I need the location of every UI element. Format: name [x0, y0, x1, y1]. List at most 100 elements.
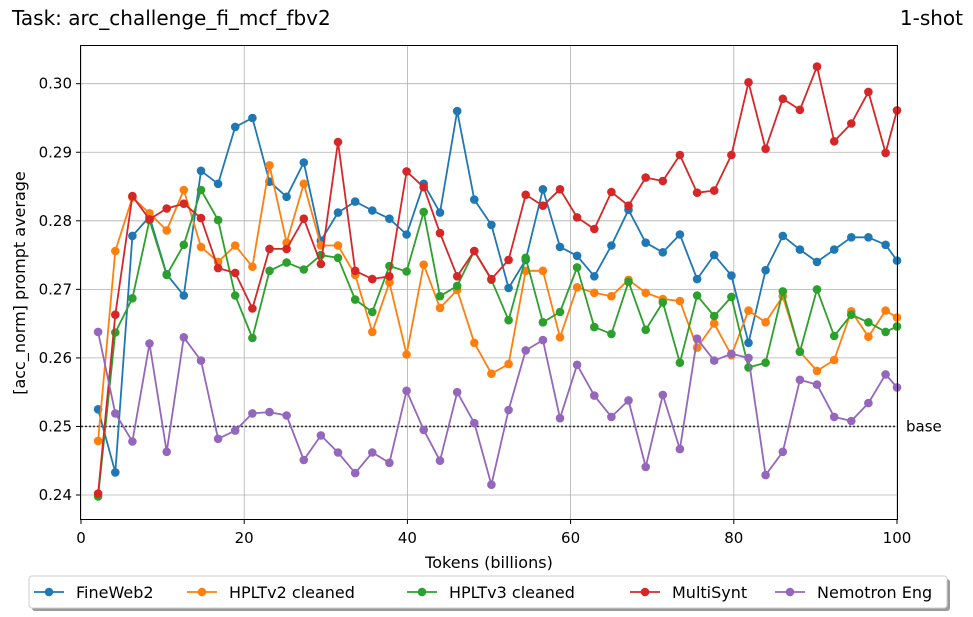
data-point: [881, 327, 890, 337]
data-point: [847, 416, 856, 426]
data-point: [402, 267, 411, 276]
data-point: [504, 255, 513, 265]
legend-label: MultiSynt: [672, 583, 747, 602]
data-point: [692, 274, 702, 284]
data-point: [282, 411, 291, 420]
data-point: [282, 192, 291, 202]
data-point: [829, 331, 839, 341]
data-point: [864, 87, 873, 97]
data-point: [641, 238, 650, 247]
data-point: [128, 437, 137, 446]
data-point: [230, 291, 240, 300]
data-point: [881, 370, 890, 379]
y-tick-label: 0.27: [39, 280, 72, 298]
series-line: [97, 164, 898, 441]
data-point: [316, 431, 326, 440]
data-point: [265, 161, 274, 170]
data-point: [812, 62, 822, 71]
data-point: [196, 185, 206, 195]
data-point: [213, 263, 223, 273]
data-point: [435, 291, 445, 301]
data-point: [419, 260, 429, 270]
data-point: [658, 390, 668, 400]
data-point: [93, 489, 103, 498]
data-point: [265, 266, 274, 276]
data-point: [538, 266, 548, 276]
data-point: [248, 333, 257, 343]
data-point: [402, 230, 411, 239]
data-point: [624, 201, 633, 210]
data-point: [145, 339, 154, 348]
data-point: [299, 158, 309, 167]
x-tick-label: 0: [76, 529, 86, 547]
data-point: [299, 179, 309, 189]
data-point: [435, 208, 445, 217]
data-point: [795, 245, 805, 254]
data-point: [624, 396, 633, 405]
legend-items: FineWeb2 HPLTv2 cleaned HPLTv3 cleaned Mult…: [34, 583, 932, 602]
data-point: [487, 369, 496, 379]
data-point: [521, 190, 530, 200]
data-point: [590, 272, 599, 281]
data-point: [487, 274, 496, 284]
data-point: [230, 122, 240, 132]
data-point: [162, 447, 171, 457]
x-tick-label: 60: [561, 529, 580, 547]
data-point: [265, 244, 274, 254]
data-point: [881, 148, 890, 158]
data-point: [692, 334, 702, 344]
legend-swatch-marker: [785, 587, 795, 597]
y-tick-label: 0.28: [39, 212, 72, 230]
data-point: [402, 167, 411, 176]
data-point: [847, 310, 856, 320]
data-point: [487, 220, 496, 230]
data-point: [111, 310, 120, 320]
data-point: [350, 197, 360, 206]
data-point: [675, 296, 685, 306]
data-point: [864, 398, 873, 408]
x-axis-ticks: 0 20 40 60 80 100: [76, 519, 911, 547]
y-tick-label: 0.30: [39, 75, 72, 93]
data-point: [452, 272, 462, 281]
data-point: [778, 287, 788, 296]
legend-box: [28, 575, 948, 609]
data-point: [435, 456, 445, 466]
x-axis-label: Tokens (billions): [424, 553, 553, 572]
data-point: [196, 213, 206, 223]
data-point: [675, 150, 685, 160]
data-point: [419, 182, 429, 192]
data-point: [795, 375, 805, 385]
data-point: [145, 215, 154, 224]
data-point: [385, 214, 394, 223]
data-point: [350, 295, 360, 304]
data-point: [230, 241, 240, 250]
data-point: [812, 380, 822, 389]
data-point: [452, 387, 462, 397]
data-point: [385, 278, 394, 287]
legend-label: Nemotron Eng: [817, 583, 932, 602]
data-point: [487, 480, 496, 490]
data-point: [744, 338, 753, 348]
data-point: [470, 418, 479, 428]
data-point: [230, 426, 240, 435]
legend-item: MultiSynt: [630, 583, 747, 602]
data-point: [248, 409, 257, 418]
data-point: [350, 468, 360, 478]
data-point: [607, 412, 616, 422]
data-point: [368, 448, 377, 457]
data-point: [248, 304, 257, 313]
data-point: [385, 458, 394, 468]
data-point: [829, 245, 839, 254]
data-point: [744, 306, 753, 315]
data-point: [248, 113, 257, 123]
data-point: [727, 292, 736, 302]
plot-frame: [80, 45, 898, 520]
data-point: [590, 391, 599, 400]
data-point: [572, 251, 582, 261]
data-point: [778, 94, 788, 104]
y-axis-label: [acc_norm] prompt average: [10, 171, 30, 395]
data-point: [299, 214, 309, 223]
data-point: [555, 242, 565, 252]
data-point: [881, 240, 890, 250]
data-point: [111, 468, 120, 477]
